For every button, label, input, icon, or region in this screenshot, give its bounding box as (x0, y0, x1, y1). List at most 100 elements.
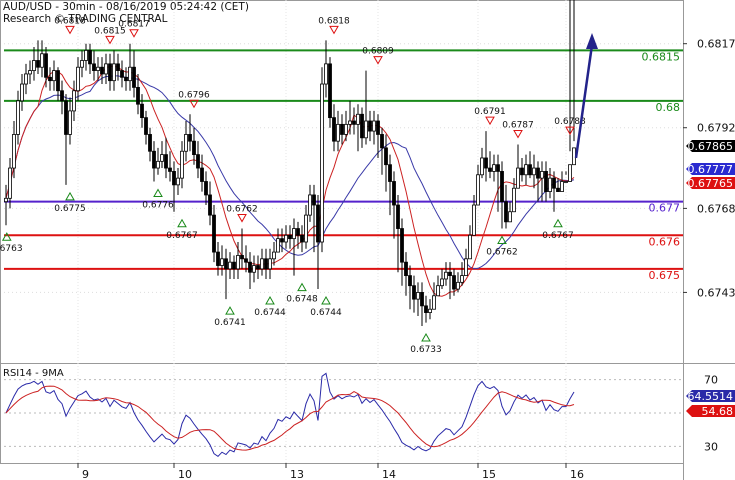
candle-body (132, 66, 136, 88)
y-tick-label: 0.6743 (697, 286, 735, 299)
candle-body (292, 228, 296, 240)
candle-body (260, 258, 264, 270)
low-marker (497, 235, 507, 245)
level-label: 0.68 (656, 101, 681, 114)
candle-body (520, 167, 524, 176)
candle-body (60, 90, 64, 102)
high-marker (565, 126, 575, 136)
low-marker (65, 191, 75, 201)
candle-body (296, 228, 300, 236)
candle-body (16, 100, 20, 135)
candle-body (100, 66, 104, 75)
candle-body (424, 305, 428, 313)
high-label: 0.6815 (94, 26, 126, 36)
candle-body (212, 214, 216, 253)
candle-body (484, 157, 488, 169)
candle-body (208, 194, 212, 216)
candle-body (80, 60, 84, 68)
x-tick-label: 16 (570, 468, 584, 480)
candle-body (116, 63, 120, 71)
candle-body (20, 83, 24, 102)
candle-body (524, 164, 528, 176)
candle-body (324, 63, 328, 85)
candle-body (400, 228, 404, 263)
candle-body (68, 110, 72, 135)
chart-title: AUD/USD - 30min - 08/16/2019 05:24:42 (C… (3, 1, 249, 13)
candle-body (468, 234, 472, 260)
low-marker (265, 296, 275, 305)
candle-body (196, 154, 200, 169)
candle-body (504, 201, 508, 223)
candle-body (488, 167, 492, 172)
candle-body (432, 295, 436, 310)
candle-body (176, 177, 180, 186)
candle-body (372, 120, 376, 132)
candle-body (200, 167, 204, 182)
candle-body (536, 167, 540, 179)
rsi-tick-label: 70 (704, 374, 718, 387)
rsi-ma-line (5, 385, 575, 451)
rsi-value-badge (686, 390, 735, 402)
high-label: 0.6818 (318, 16, 350, 26)
candle-body (452, 275, 456, 290)
candle-body (32, 60, 36, 71)
candle-body (336, 123, 340, 142)
candle-body (540, 171, 544, 179)
level-label: 0.676 (649, 235, 681, 248)
candle-body (564, 181, 568, 183)
candle-body (352, 120, 356, 125)
candle-body (384, 147, 388, 166)
low-label: 0.6767 (542, 231, 574, 241)
ma-fast-badge-text: 0.67765 (688, 177, 734, 190)
candle-body (460, 275, 464, 283)
candle-body (220, 258, 224, 266)
candle-body (112, 63, 116, 82)
candle-body (376, 120, 380, 135)
high-marker (485, 116, 495, 126)
candle-body (340, 123, 344, 135)
high-label: 0.6817 (118, 20, 150, 30)
level-label: 0.6815 (642, 50, 681, 63)
candle-body (348, 120, 352, 125)
candle-body (56, 70, 60, 92)
low-label: 0.6733 (410, 345, 442, 355)
candle-body (268, 258, 272, 270)
candle-body (48, 76, 52, 82)
candle-body (448, 271, 452, 277)
candle-body (160, 154, 164, 162)
candle-body (104, 63, 108, 75)
high-label: 0.6818 (54, 16, 86, 26)
rsi-line (5, 372, 575, 458)
low-marker (297, 282, 307, 292)
candle-body (52, 70, 56, 82)
candle-body (316, 204, 320, 243)
candle-body (152, 150, 156, 169)
high-marker (513, 130, 523, 139)
low-label: 0.6762 (486, 248, 518, 258)
candle-body (492, 164, 496, 172)
high-label: 0.6762 (226, 205, 258, 215)
high-marker (105, 35, 115, 45)
candle-body (88, 50, 92, 65)
candle-body (532, 167, 536, 176)
candle-body (24, 73, 28, 85)
candle-body (248, 261, 252, 273)
candle-body (184, 134, 188, 152)
candle-body (64, 100, 68, 135)
candle-body (476, 174, 480, 206)
high-label: 0.6796 (178, 90, 210, 100)
candle-body (332, 117, 336, 142)
candle-body (328, 63, 332, 119)
candle-body (96, 66, 100, 71)
candle-body (308, 194, 312, 216)
candle-body (156, 160, 160, 169)
candle-body (548, 177, 552, 192)
high-label: 0.6787 (502, 121, 534, 131)
candle-body (284, 234, 288, 243)
candle-body (236, 255, 240, 270)
candle-body (388, 164, 392, 182)
candle-body (276, 238, 280, 253)
low-label: 0.6744 (310, 308, 342, 318)
candle-body (204, 181, 208, 196)
candle-body (92, 63, 96, 71)
